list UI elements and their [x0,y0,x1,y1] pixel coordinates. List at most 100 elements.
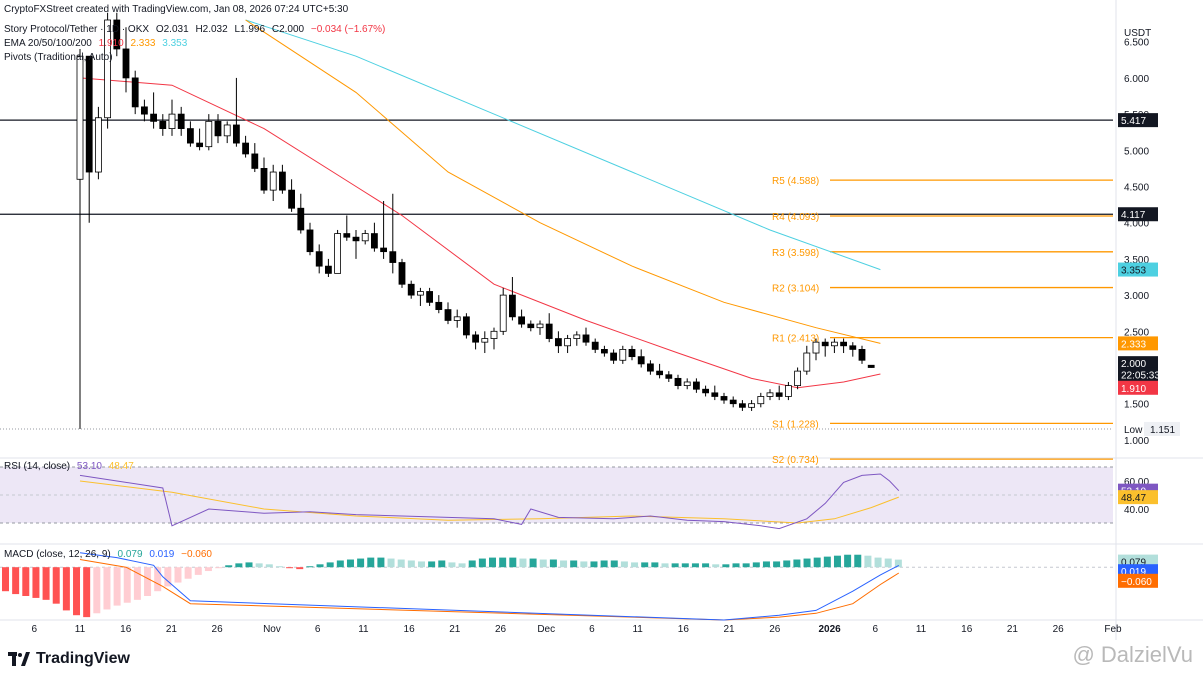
candle-body [361,233,369,242]
rsi-ma-value: 48.47 [108,461,134,472]
pivot-label-r3: R3 (3.598) [772,248,819,259]
candle-body [352,236,360,242]
x-tick-label: Dec [537,624,555,635]
macd-line [79,552,900,621]
macd-histogram-bar [306,566,314,568]
price-tag-3-bg [1118,336,1158,351]
price-tag-2-bg [1118,262,1158,277]
macd-histogram-bar [631,562,639,568]
macd-histogram-bar [823,556,831,568]
macd-line-value: 0.019 [149,549,175,560]
macd-histogram-bar [225,565,233,568]
price-tag-2: 3.353 [1121,266,1146,277]
price-tick-label: 4.000 [1124,219,1149,230]
high-value: H2.032 [195,24,228,35]
candle-body [472,334,480,343]
candle-body [85,55,93,173]
macd-histogram-bar [742,563,750,568]
macd-histogram-bar [265,564,273,568]
macd-histogram-bar [854,554,862,568]
candle-body [711,392,719,397]
macd-histogram-bar [803,558,811,568]
macd-legend[interactable]: MACD (close, 12, 26, 9) 0.079 0.019 −0.0… [4,549,216,560]
candle-body [416,291,424,296]
x-tick-label: 21 [1007,624,1019,635]
x-tick-label: 11 [916,624,927,635]
price-tick-label: 1.500 [1124,400,1149,411]
low-value: 1.151 [1150,425,1175,436]
candle-body [159,120,167,129]
candle-body [131,77,139,108]
macd-histogram-bar [235,563,243,568]
price-tag-6: 1.910 [1121,384,1146,395]
x-tick-label: 26 [495,624,507,635]
rsi-legend[interactable]: RSI (14, close) 53.10 48.47 [4,461,138,472]
macd-histogram-bar [32,567,40,598]
tradingview-brand[interactable]: TradingView [8,650,130,668]
candle-body [278,171,286,191]
price-tick-label: 2.500 [1124,327,1149,338]
x-tick-label: 21 [449,624,461,635]
macd-histogram-bar [428,561,436,568]
macd-tag-0: 0.079 [1121,558,1146,569]
currency-label: USDT [1124,28,1151,39]
candle-body [858,349,866,361]
macd-histogram-bar [702,563,710,568]
candle-body [95,117,102,173]
pivot-label-s2: S2 (0.734) [772,455,819,466]
macd-histogram-bar [458,563,466,568]
candle-body [803,352,811,372]
candle-body [426,291,434,303]
macd-histogram-bar [123,567,131,603]
candle-body [214,120,222,137]
macd-histogram-bar [316,564,324,568]
symbol-name[interactable]: Story Protocol/Tether · 1D · OKX [4,24,150,35]
macd-histogram-bar [407,560,415,568]
price-tag-4-bg [1118,356,1158,371]
candle-body [757,396,765,405]
x-tick-label: 26 [212,624,224,635]
macd-histogram-bar [499,557,507,568]
rsi-title: RSI (14, close) [4,461,71,472]
macd-histogram-bar [539,559,547,568]
ema100-value: 3.353 [162,38,188,49]
rsi-tick-label: 40.00 [1124,505,1149,516]
price-tick-label: 3.500 [1124,255,1149,266]
candle-body [739,403,746,408]
macd-histogram-bar [691,563,699,568]
candle-body [840,341,847,347]
pivots-legend[interactable]: Pivots (Traditional, Auto) [4,52,117,63]
ema50-line [245,19,881,344]
ema-legend[interactable]: EMA 20/50/100/200 1.910 2.333 3.353 [4,38,191,49]
pivot-label-s1: S1 (1.228) [772,419,819,430]
macd-histogram-bar [164,567,172,587]
x-tick-label: 21 [166,624,178,635]
macd-histogram-bar [12,567,20,595]
macd-histogram-bar [42,567,50,600]
macd-histogram-bar [570,560,578,568]
candle-body [775,392,783,397]
candle-body [260,168,268,191]
x-tick-label: 16 [961,624,973,635]
candle-body [232,124,240,144]
candle-body [499,294,507,332]
candle-body [324,265,332,274]
macd-histogram-bar [144,567,152,596]
macd-histogram-bar [519,558,527,568]
candle-body [334,233,342,274]
ohlc-legend: Story Protocol/Tether · 1D · OKX O2.031 … [4,24,389,35]
rsi-tick-label: 60.00 [1124,477,1149,488]
watermark-text: @ DalzielVu [1072,642,1193,667]
candle-body [637,356,645,365]
macd-histogram-bar [22,567,30,596]
candle-body [150,113,158,122]
macd-histogram-bar [773,561,781,568]
macd-signal-line [79,559,900,621]
price-tag-5-bg [1118,367,1158,382]
candle-body [453,316,461,321]
macd-histogram-bar [204,567,212,572]
macd-histogram-bar [52,567,60,604]
macd-histogram-bar [468,560,476,568]
candle-body [518,316,525,325]
